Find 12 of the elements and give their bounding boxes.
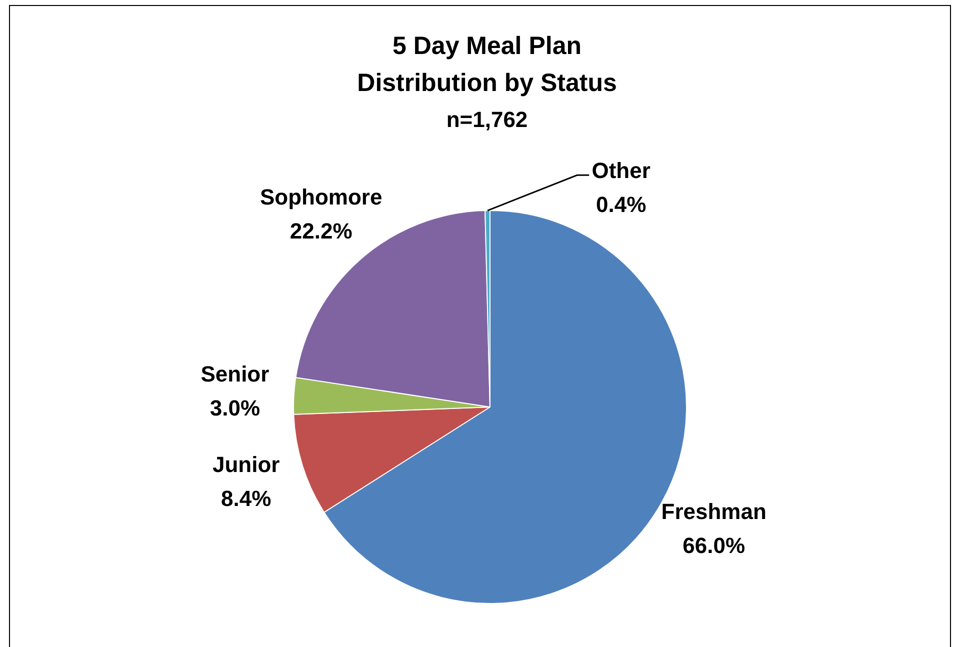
data-label: 66.0% <box>682 533 746 558</box>
slice-label: Sophomore <box>260 184 382 210</box>
chart-subtitle: n=1,762 <box>446 107 528 132</box>
data-label: 22.2% <box>290 218 352 244</box>
slice-label: Senior <box>200 362 270 387</box>
slice-label: Junior <box>212 452 280 477</box>
data-label: 3.0% <box>210 396 260 421</box>
chart-title: 5 Day Meal Plan Distribution by Status <box>357 32 617 97</box>
data-label: 8.4% <box>221 486 272 511</box>
slice-label: Freshman <box>661 499 766 524</box>
data-label: 0.4% <box>596 192 646 218</box>
slice-label: Other <box>592 158 651 184</box>
